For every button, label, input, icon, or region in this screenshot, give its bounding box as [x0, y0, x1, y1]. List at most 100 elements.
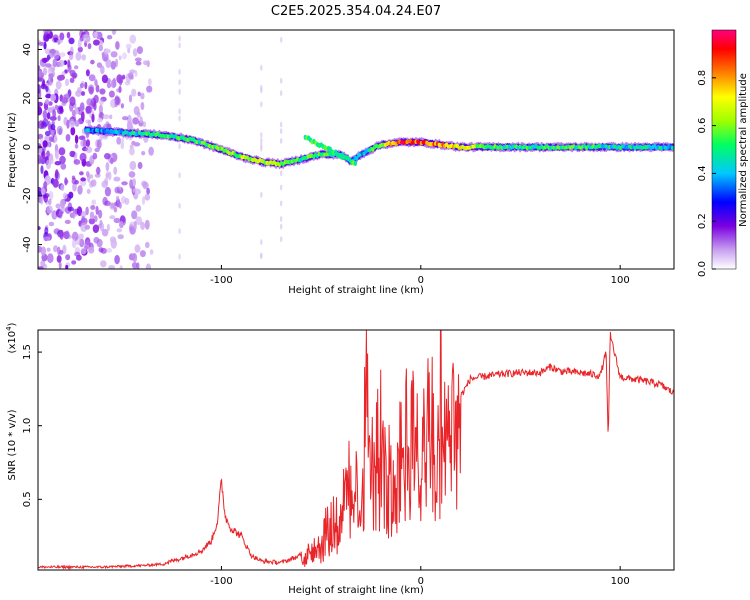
snr-xlabel: Height of straight line (km): [288, 585, 424, 596]
spectrogram-xtick-label: 100: [611, 275, 630, 286]
noise-blob: [61, 97, 68, 104]
noise-blob: [143, 60, 149, 66]
noise-blob: [59, 229, 64, 240]
noise-blob: [88, 86, 94, 95]
noise-blob: [98, 209, 103, 219]
noise-streak: [280, 128, 283, 135]
noise-blob: [95, 84, 100, 93]
noise-blob: [110, 238, 118, 249]
noise-blob: [58, 209, 63, 219]
noise-blob: [137, 91, 141, 97]
noise-blob: [78, 105, 85, 112]
noise-blob: [51, 71, 56, 77]
noise-blob: [146, 85, 153, 93]
spectrogram-frame: [37, 29, 675, 270]
noise-blob: [46, 112, 51, 120]
noise-blob: [69, 77, 75, 84]
spectrogram-xlabel: Height of straight line (km): [288, 285, 424, 296]
noise-blob: [77, 185, 83, 195]
noise-blob: [70, 126, 76, 136]
noise-blob: [63, 231, 70, 240]
noise-blob: [54, 169, 59, 180]
svg-text:(x104): (x104): [5, 322, 18, 353]
noise-blob: [108, 265, 116, 269]
snr-series-line: [38, 330, 674, 570]
noise-blob: [93, 215, 98, 223]
noise-blob: [85, 139, 91, 148]
noise-streak: [280, 36, 283, 43]
noise-blob: [45, 63, 52, 68]
noise-blob: [40, 187, 46, 195]
noise-blob: [71, 72, 78, 79]
noise-blob: [113, 166, 118, 175]
noise-blob: [124, 197, 130, 205]
noise-blob: [104, 177, 109, 185]
noise-blob: [79, 171, 84, 176]
snr-axes: -100 0 100 0.5 1.0 1.5: [22, 344, 630, 587]
snr-xtick-label: 0: [418, 576, 424, 587]
noise-blob: [129, 147, 135, 156]
noise-blob: [88, 74, 96, 82]
colorbar-tick-label: 0.0: [697, 261, 708, 277]
noise-blob: [125, 43, 132, 50]
noise-blob: [89, 174, 94, 179]
noise-blob: [57, 105, 64, 110]
noise-blob: [118, 201, 122, 209]
noise-blob: [68, 191, 74, 199]
noise-streak: [280, 121, 283, 128]
noise-blob: [106, 223, 110, 232]
noise-blob: [113, 206, 118, 213]
noise-streak: [280, 137, 283, 144]
noise-blob: [101, 228, 109, 237]
noise-blob: [40, 195, 44, 205]
noise-blob: [71, 177, 77, 185]
noise-blob: [65, 254, 71, 261]
snr-xtick-label: -100: [210, 576, 233, 587]
noise-streak: [260, 239, 263, 246]
noise-blob: [94, 173, 101, 178]
noise-blob: [71, 109, 76, 117]
noise-blob: [46, 205, 53, 214]
spectral-ridge-cell: [671, 145, 674, 150]
noise-blob: [119, 221, 124, 229]
noise-blob: [140, 221, 146, 230]
noise-streak: [280, 77, 283, 84]
spectrogram-xtick-label: 0: [418, 275, 424, 286]
noise-blob: [148, 146, 154, 156]
noise-blob: [59, 155, 66, 164]
noise-blob: [38, 101, 43, 107]
noise-blob: [38, 70, 43, 78]
noise-blob: [105, 162, 110, 172]
noise-blob: [114, 254, 120, 265]
noise-blob: [73, 159, 81, 165]
snr-frame: [37, 329, 675, 571]
noise-blob: [38, 226, 41, 231]
noise-blob: [85, 206, 89, 216]
noise-blob: [58, 128, 62, 136]
noise-blob: [121, 137, 125, 143]
noise-blob: [106, 248, 112, 253]
noise-blob: [87, 43, 92, 50]
noise-blob: [80, 177, 86, 182]
noise-blob: [52, 58, 58, 68]
noise-blob: [101, 74, 108, 84]
noise-blob: [89, 211, 95, 220]
noise-blob: [53, 245, 58, 253]
noise-blob: [124, 81, 131, 86]
noise-blob: [72, 209, 76, 220]
noise-streak: [280, 236, 283, 243]
spectral-ridge-cell: [353, 160, 357, 166]
noise-blob: [122, 52, 127, 60]
noise-blob: [69, 150, 76, 158]
noise-blob: [64, 177, 68, 186]
noise-blob: [42, 109, 48, 120]
noise-blob: [128, 94, 133, 103]
noise-blob: [40, 165, 44, 175]
noise-blob: [91, 113, 95, 123]
noise-blob: [90, 179, 97, 187]
noise-blob: [100, 260, 107, 268]
noise-blob: [38, 143, 42, 150]
noise-blob: [72, 182, 77, 192]
noise-blob: [62, 192, 68, 200]
noise-blob: [98, 104, 103, 114]
